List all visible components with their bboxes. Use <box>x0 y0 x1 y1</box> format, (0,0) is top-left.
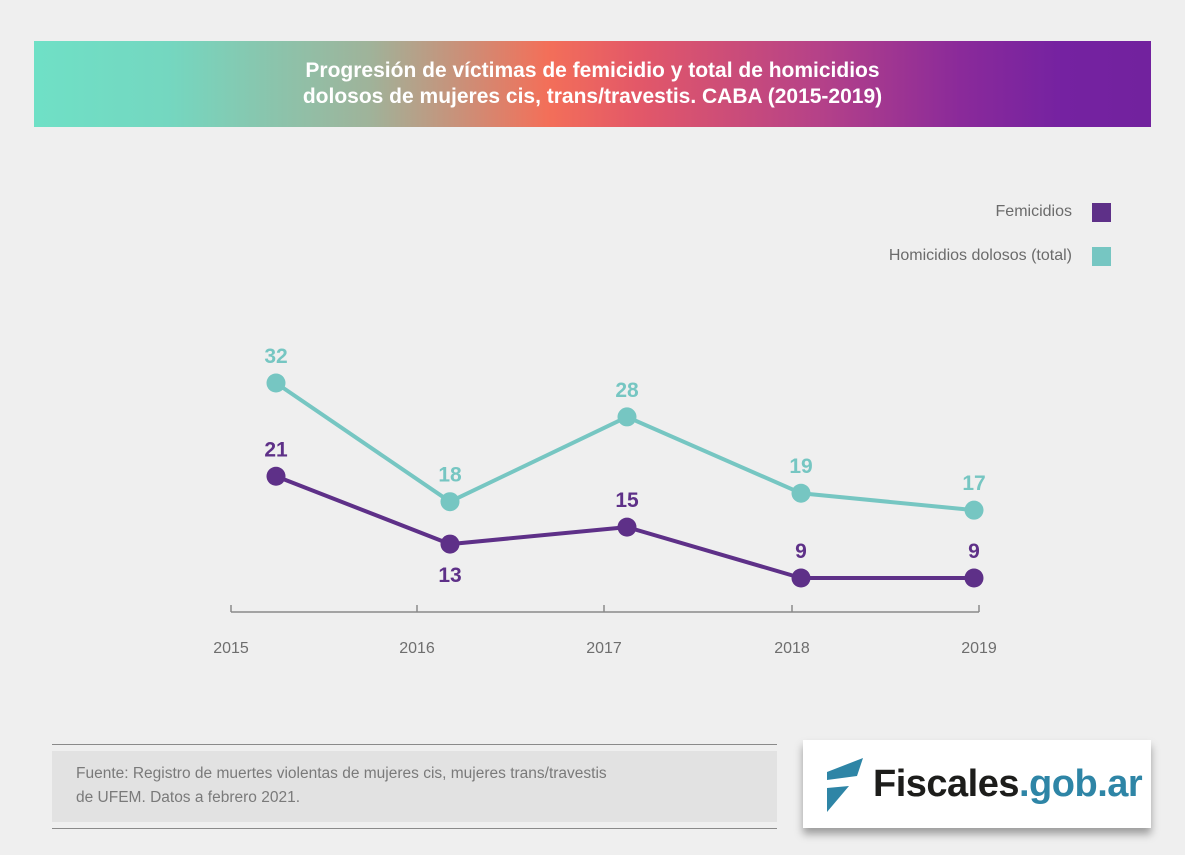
chart-title: Progresión de víctimas de femicidio y to… <box>213 58 973 110</box>
x-tick-label: 2018 <box>774 640 810 657</box>
data-point <box>440 534 460 554</box>
logo-main-text: Fiscales <box>873 762 1020 805</box>
line-chart: 2015 2016 2017 2018 2019 32 18 28 19 17 21 13 15 9 9 <box>213 345 997 657</box>
series-layer: 32 18 28 19 17 21 13 15 9 9 <box>264 345 986 588</box>
fiscales-f-icon <box>827 758 863 812</box>
data-point <box>964 568 984 588</box>
legend-swatch-homicidios <box>1092 246 1111 266</box>
data-label: 18 <box>438 464 462 487</box>
legend-swatch-femicidios <box>1092 202 1111 222</box>
data-point <box>617 517 637 537</box>
logo-wordmark: Fiscales.gob.ar <box>873 762 1143 806</box>
data-label: 21 <box>264 438 288 461</box>
data-point <box>617 407 637 427</box>
title-banner: Progresión de víctimas de femicidio y to… <box>34 41 1151 127</box>
logo-domain-text: .gob.ar <box>1019 762 1143 805</box>
x-tick-label: 2017 <box>586 640 622 657</box>
fiscales-logo[interactable]: Fiscales.gob.ar <box>803 740 1151 828</box>
legend-label: Homicidios dolosos (total) <box>888 247 1072 264</box>
legend-label: Femicidios <box>995 203 1072 220</box>
chart-title-line-2: dolosos de mujeres cis, trans/travestis.… <box>302 85 883 108</box>
source-note-body: Fuente: Registro de muertes violentas de… <box>52 751 777 822</box>
chart-title-line-1: Progresión de víctimas de femicidio y to… <box>305 59 880 82</box>
legend-item-homicidios: Homicidios dolosos (total) <box>889 244 1111 268</box>
data-point <box>964 500 984 520</box>
data-point <box>266 466 286 486</box>
source-line-2: de UFEM. Datos a febrero 2021. <box>76 789 301 806</box>
data-label: 19 <box>789 455 812 478</box>
data-label: 28 <box>615 379 639 402</box>
source-note: Fuente: Registro de muertes violentas de… <box>52 744 777 829</box>
legend: Femicidios Homicidios dolosos (total) <box>889 200 1111 288</box>
series-femicidios: 21 13 15 9 9 <box>264 438 984 588</box>
x-tick-label: 2019 <box>961 640 997 657</box>
data-point <box>266 373 286 393</box>
data-point <box>791 568 811 588</box>
source-line-1: Fuente: Registro de muertes violentas de… <box>76 765 607 782</box>
data-label: 9 <box>968 540 980 563</box>
series-homicidios: 32 18 28 19 17 <box>264 345 986 520</box>
data-label: 9 <box>795 540 807 563</box>
data-point <box>791 483 811 503</box>
x-tick-label: 2015 <box>213 640 249 657</box>
data-label: 13 <box>438 564 461 587</box>
x-tick-label: 2016 <box>399 640 435 657</box>
data-label: 17 <box>962 472 985 495</box>
x-axis: 2015 2016 2017 2018 2019 <box>213 605 997 657</box>
legend-item-femicidios: Femicidios <box>889 200 1111 224</box>
data-label: 32 <box>264 345 287 368</box>
data-point <box>440 492 460 512</box>
data-label: 15 <box>615 489 639 512</box>
